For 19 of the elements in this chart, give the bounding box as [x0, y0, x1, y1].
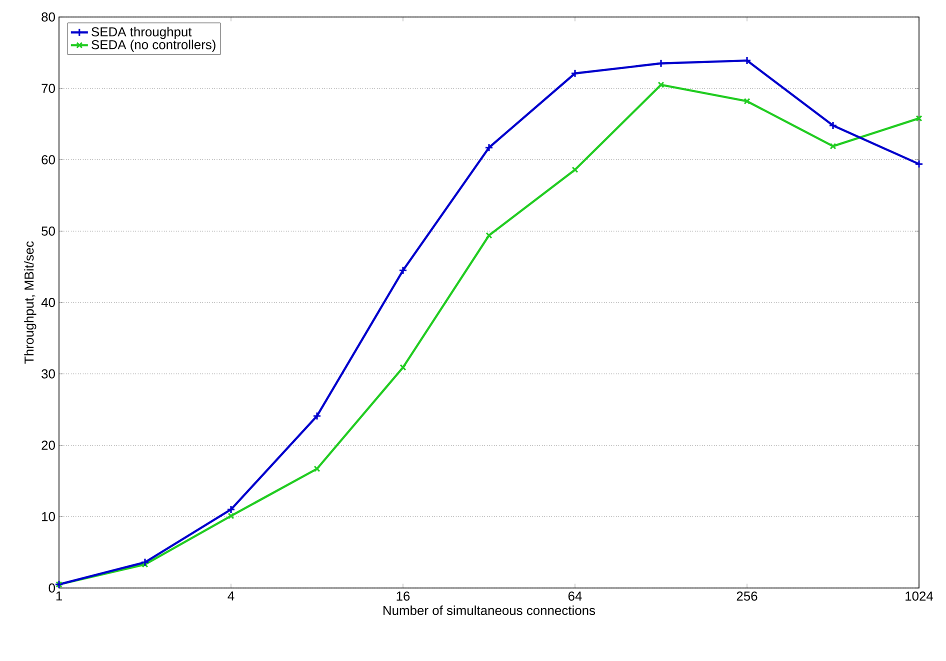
- y-tick-label: 30: [42, 369, 55, 378]
- y-axis-title: Throughput, MBit/sec: [24, 241, 36, 364]
- x-axis-title: Number of simultaneous connections: [384, 606, 596, 616]
- x-tick-label: 1: [56, 592, 62, 600]
- x-tick-label: 16: [396, 592, 410, 601]
- y-tick-label: 50: [42, 226, 55, 236]
- y-tick-label: 70: [42, 84, 55, 93]
- x-tick-label: 64: [568, 592, 582, 601]
- legend-label: SEDA (no controllers): [92, 40, 216, 52]
- y-tick-label: 10: [42, 512, 55, 522]
- x-tick-label: 1024: [906, 592, 934, 601]
- y-tick-label: 40: [41, 298, 55, 308]
- y-tick-label: 60: [42, 155, 55, 164]
- y-tick-label: 20: [42, 440, 55, 450]
- x-tick-label: 4: [228, 592, 234, 600]
- y-tick-label: 80: [42, 12, 55, 22]
- y-tick-label: 0: [48, 583, 55, 593]
- legend-label: SEDA throughput: [92, 26, 192, 39]
- x-tick-label: 256: [736, 592, 758, 601]
